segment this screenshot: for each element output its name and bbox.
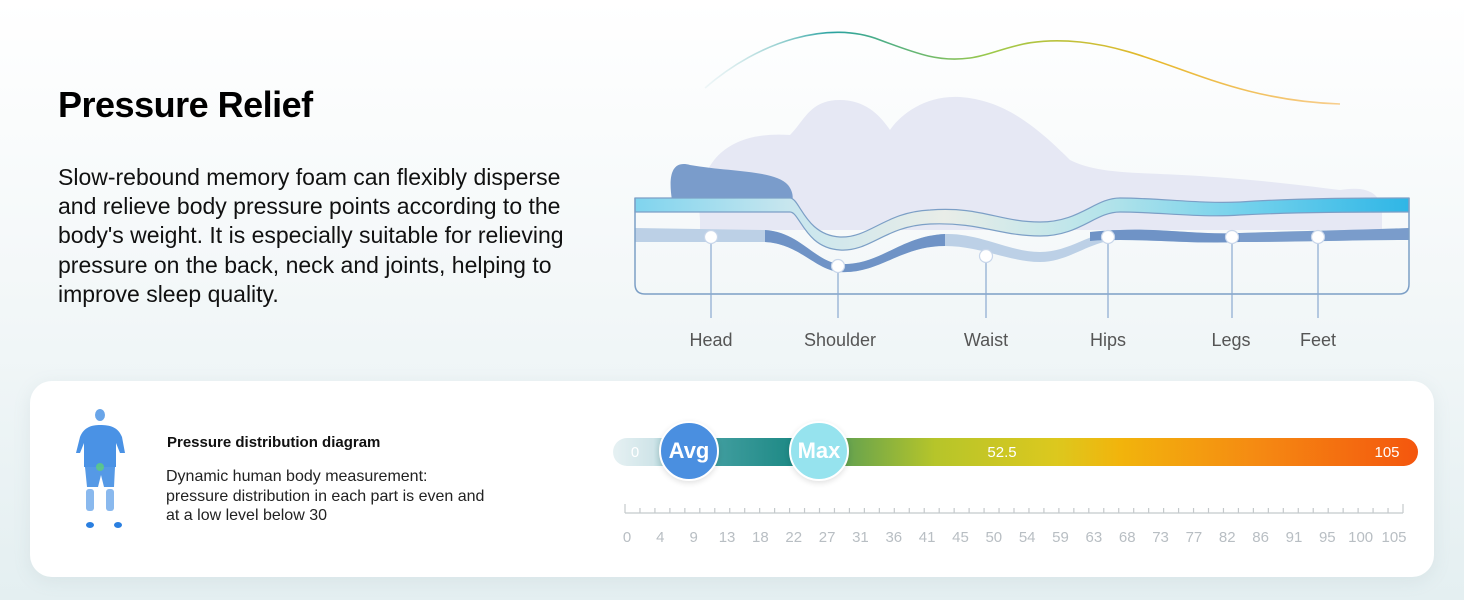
label-waist: Waist — [963, 330, 1009, 350]
body-silhouette — [699, 96, 1382, 230]
scale-tick-label: 27 — [818, 529, 836, 546]
scale-tick-label: 82 — [1218, 529, 1236, 546]
scale-tick-label: 45 — [952, 529, 969, 546]
label-head: Head — [689, 330, 733, 350]
label-legs: Legs — [1211, 330, 1251, 350]
scale-tick-label: 22 — [785, 529, 803, 546]
scale-tick-label: 77 — [1185, 529, 1203, 546]
scale-tick-label: 59 — [1052, 529, 1069, 546]
max-marker: Max — [789, 421, 849, 481]
scale-tick-label: 100 — [1348, 529, 1374, 546]
comfort-band-pressure — [765, 230, 945, 273]
scale-max-label: 105 — [1374, 444, 1400, 461]
scale-tick-label: 86 — [1252, 529, 1269, 546]
scale-ruler — [624, 504, 1404, 514]
scale-min-label: 0 — [630, 444, 640, 461]
scale-tick-label: 41 — [918, 529, 936, 546]
page-title: Pressure Relief — [58, 84, 313, 125]
pressure-scale-bar — [613, 438, 1418, 466]
scale-tick-label: 50 — [985, 529, 1003, 546]
scale-tick-label: 13 — [718, 529, 736, 546]
pointer-feet — [1310, 229, 1326, 318]
scale-tick-label: 4 — [656, 529, 665, 546]
scale-tick-label: 0 — [622, 529, 632, 546]
mattress-frame — [634, 198, 1410, 295]
pressure-card — [30, 381, 1434, 577]
scale-tick-label: 91 — [1285, 529, 1303, 546]
scale-tick-label: 105 — [1381, 529, 1407, 546]
description-text: Slow-rebound memory foam can flexibly di… — [58, 164, 564, 307]
label-hips: Hips — [1089, 330, 1127, 350]
scale-tick-label: 9 — [689, 529, 698, 546]
pressure-map-body-icon — [76, 409, 125, 528]
scale-tick-label: 73 — [1152, 529, 1169, 546]
pointer-legs — [1224, 229, 1240, 318]
avg-marker: Avg — [659, 421, 719, 481]
scale-tick-label: 54 — [1018, 529, 1036, 546]
mattress-illustration — [634, 31, 1410, 318]
scale-mid-label: 52.5 — [987, 444, 1017, 461]
pressure-curve-icon — [704, 31, 1341, 105]
scale-tick-label: 68 — [1118, 529, 1136, 546]
scale-tick-label: 95 — [1318, 529, 1336, 546]
label-shoulder: Shoulder — [803, 330, 877, 350]
pointer-head — [703, 229, 719, 318]
pointer-hips — [1100, 229, 1116, 318]
scale-tick-label: 31 — [852, 529, 869, 546]
label-feet: Feet — [1299, 330, 1337, 350]
diagram-description: Dynamic human body measurement: pressure… — [166, 468, 485, 524]
comfort-band-pressure-hips — [1090, 229, 1240, 243]
scale-tick-label: 36 — [885, 529, 903, 546]
scale-tick-label: 63 — [1085, 529, 1103, 546]
diagram-title: Pressure distribution diagram — [167, 434, 381, 451]
scale-tick-label: 18 — [752, 529, 769, 546]
pointer-shoulder — [830, 258, 846, 318]
pointer-waist — [978, 248, 994, 318]
